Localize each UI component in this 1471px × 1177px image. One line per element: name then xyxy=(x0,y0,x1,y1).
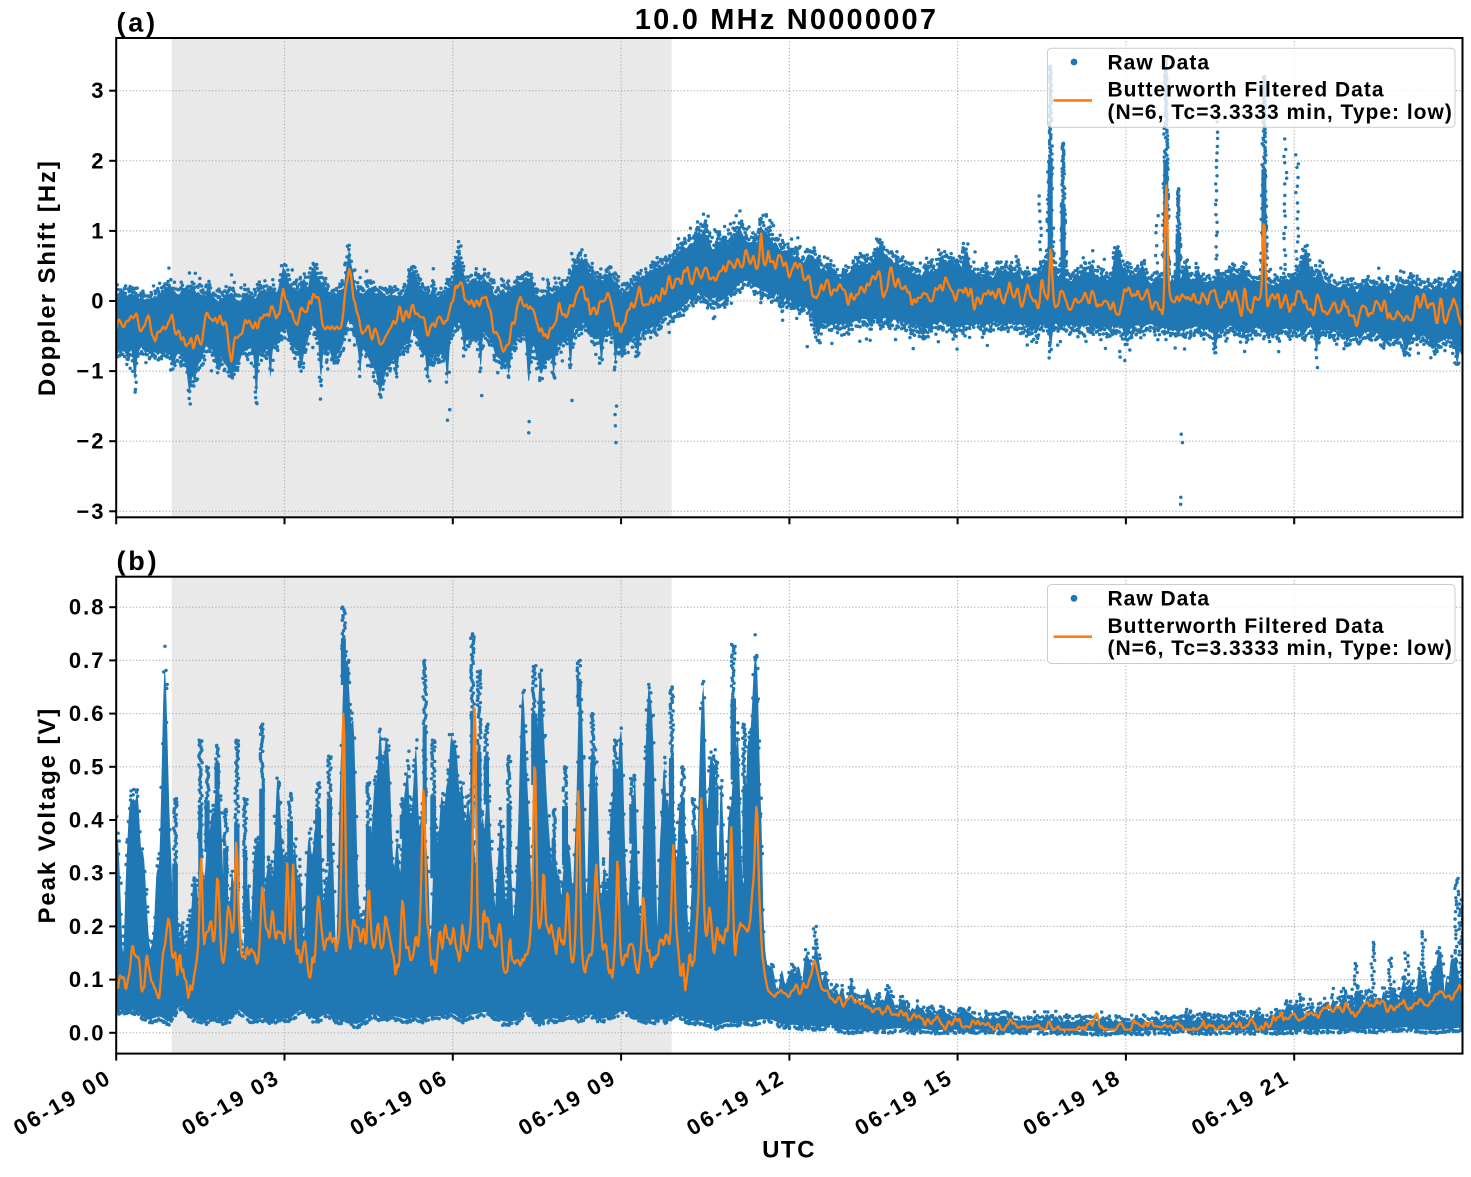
svg-text:Raw Data: Raw Data xyxy=(1108,51,1211,74)
svg-text:10.0 MHz N0000007: 10.0 MHz N0000007 xyxy=(635,4,938,36)
svg-text:Peak Voltage [V]: Peak Voltage [V] xyxy=(34,707,61,924)
svg-text:0.5: 0.5 xyxy=(69,754,106,779)
svg-text:Raw Data: Raw Data xyxy=(1108,588,1211,611)
svg-text:2: 2 xyxy=(91,148,105,173)
svg-text:3: 3 xyxy=(91,78,105,103)
svg-text:0.3: 0.3 xyxy=(69,861,106,886)
svg-text:0.2: 0.2 xyxy=(69,914,106,939)
svg-text:1: 1 xyxy=(91,218,105,243)
svg-text:0.7: 0.7 xyxy=(69,648,106,673)
svg-text:0.6: 0.6 xyxy=(69,701,106,726)
svg-text:Doppler Shift [Hz]: Doppler Shift [Hz] xyxy=(34,159,61,396)
svg-text:0.4: 0.4 xyxy=(69,808,106,833)
svg-text:0.0: 0.0 xyxy=(69,1020,106,1045)
svg-text:(N=6, Tc=3.3333 min, Type: low: (N=6, Tc=3.3333 min, Type: low) xyxy=(1108,637,1453,660)
svg-text:−3: −3 xyxy=(76,499,105,524)
svg-text:(b): (b) xyxy=(117,546,160,576)
svg-text:(a): (a) xyxy=(117,8,158,38)
svg-text:Butterworth Filtered Data: Butterworth Filtered Data xyxy=(1108,79,1385,102)
svg-text:(N=6, Tc=3.3333 min, Type: low: (N=6, Tc=3.3333 min, Type: low) xyxy=(1108,101,1453,124)
svg-text:0.1: 0.1 xyxy=(69,967,106,992)
svg-text:0.8: 0.8 xyxy=(69,595,106,620)
svg-text:−1: −1 xyxy=(76,359,105,384)
svg-text:0: 0 xyxy=(91,289,105,314)
svg-text:−2: −2 xyxy=(76,429,105,454)
svg-text:UTC: UTC xyxy=(762,1137,816,1164)
svg-text:Butterworth Filtered Data: Butterworth Filtered Data xyxy=(1108,615,1385,638)
